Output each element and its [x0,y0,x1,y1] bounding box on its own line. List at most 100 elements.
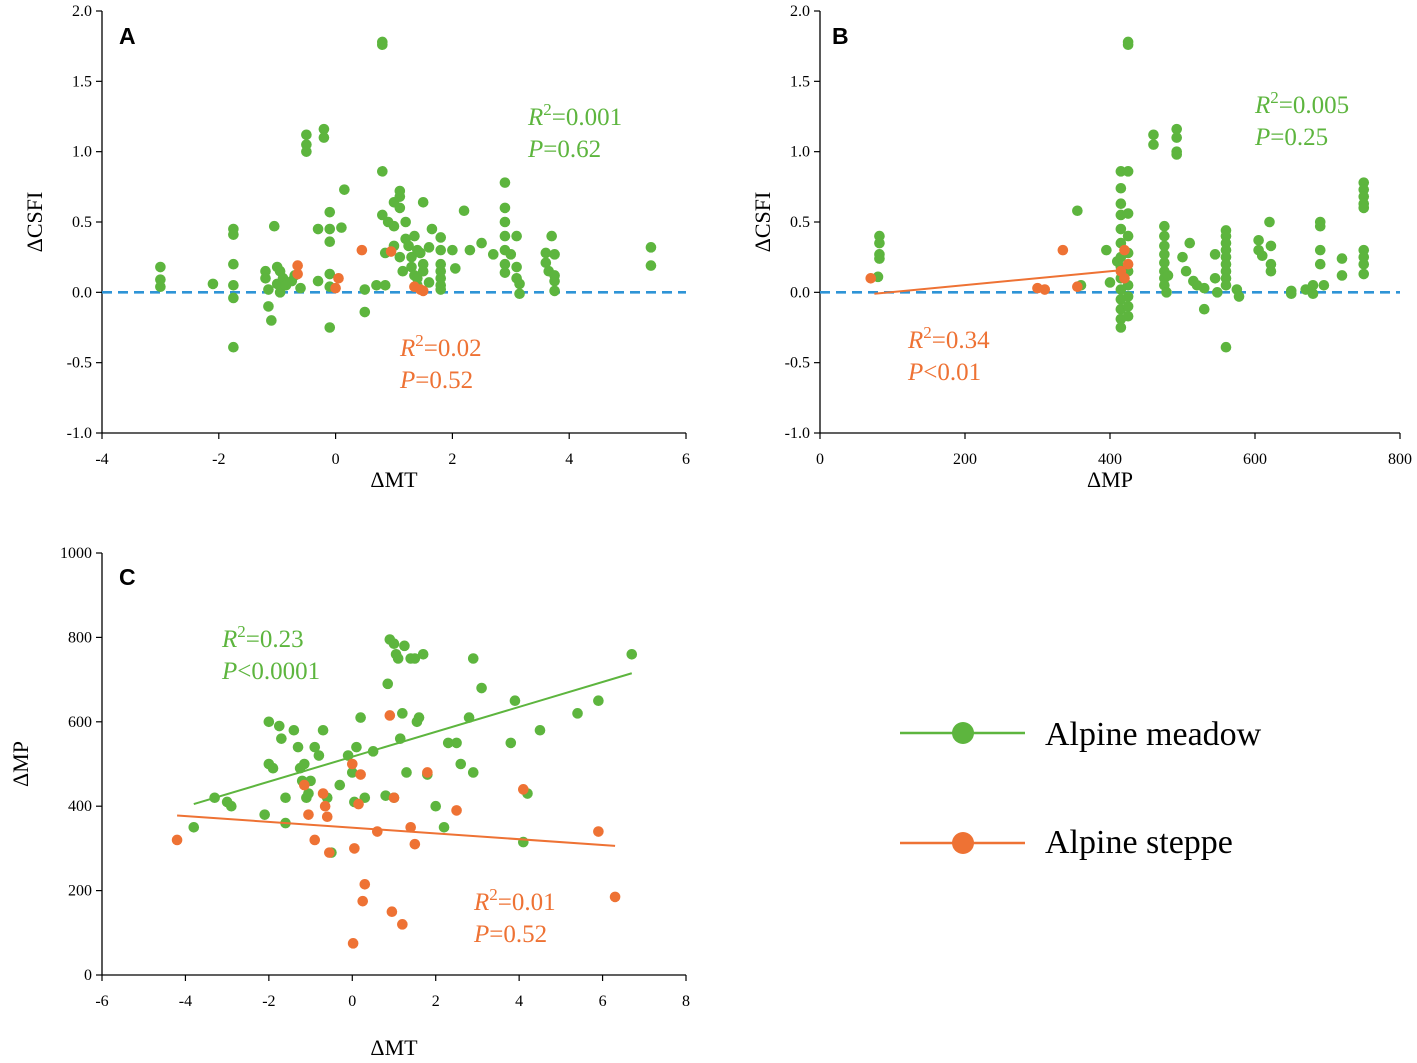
point-meadow-c [572,708,583,719]
panel-c: 0 200 400 600 800 1000 -6 -4 -2 0 2 4 6 8 ΔMT ΔMP C R2=0.… [8,545,690,1060]
point-steppe-c [321,811,333,823]
y-tick-label-c: 800 [68,629,92,646]
point-meadow-b [1209,249,1221,260]
x-tick-label-a: 4 [565,451,573,468]
point-meadow-a [549,275,560,287]
point-steppe-b [1119,272,1130,284]
point-meadow-c [467,767,479,778]
point-meadow-c [263,716,275,728]
point-meadow-b [1122,230,1134,242]
point-meadow-b [1115,223,1127,235]
p-annotation-meadow-a: P=0.62 [527,136,601,163]
point-meadow-a [155,281,166,293]
point-meadow-a [394,202,406,214]
point-meadow-a [435,244,447,256]
x-tick-label-a: -4 [95,451,108,468]
point-meadow-a [359,306,371,318]
point-meadow-b [1256,250,1268,262]
fit-line-meadow-c [193,672,633,806]
point-meadow-b [1212,287,1223,298]
point-meadow-b [1180,265,1192,277]
point-meadow-a [318,132,330,143]
x-tick-label-a: 2 [448,451,456,468]
point-steppe-c [309,834,321,846]
point-meadow-a [426,223,438,235]
point-meadow-c [397,708,408,719]
point-meadow-c [399,640,410,652]
point-steppe-a [356,244,368,256]
point-meadow-c [280,792,291,804]
point-meadow-b [1115,166,1127,177]
y-tick-label-a: 2.0 [72,3,92,20]
point-meadow-b [1159,220,1170,232]
point-meadow-a [435,284,447,295]
point-meadow-b [1336,270,1348,281]
fit-line-steppe-b [874,268,1125,295]
point-meadow-b [1159,240,1170,252]
point-steppe-c [409,838,421,850]
point-steppe-c [299,779,310,791]
point-meadow-b [1198,282,1210,294]
r2-annotation-meadow-b: R2=0.005 [1254,88,1349,119]
point-meadow-a [388,220,400,232]
point-meadow-a [263,301,274,312]
point-meadow-a [458,205,470,217]
x-tick-label-c: 6 [599,993,607,1010]
point-meadow-c [593,695,604,706]
point-steppe-c [422,767,433,778]
point-steppe-b [1039,284,1051,295]
x-tick-label-c: -2 [262,993,275,1010]
point-meadow-b [1161,287,1172,298]
x-axis-label-a: ΔMT [370,467,418,492]
y-tick-label-b: -0.5 [785,355,810,372]
point-meadow-a [540,257,552,269]
point-meadow-c [467,653,479,664]
point-meadow-a [450,263,461,274]
point-meadow-b [1101,244,1112,256]
point-meadow-a [394,251,406,263]
point-meadow-c [534,724,546,736]
point-meadow-b [1253,234,1264,246]
point-meadow-c [267,762,279,774]
y-tick-label-a: 0.0 [72,284,92,301]
point-meadow-c [401,767,412,778]
point-meadow-a [371,280,382,291]
point-meadow-b [1264,216,1275,228]
point-steppe-c [353,798,364,810]
point-meadow-a [339,184,350,195]
point-steppe-a [385,246,397,257]
point-meadow-a [499,267,511,278]
point-meadow-b [874,253,885,264]
legend-label-meadow: Alpine meadow [1045,716,1262,753]
x-tick-label-c: -6 [95,993,108,1010]
point-steppe-c [357,895,369,907]
point-meadow-a [549,249,560,260]
point-meadow-b [1159,249,1170,260]
point-meadow-b [1220,280,1232,291]
point-meadow-b [1358,202,1370,214]
legend-label-steppe: Alpine steppe [1045,824,1233,861]
point-meadow-a [228,229,239,240]
point-meadow-a [394,191,406,202]
point-meadow-b [1072,205,1083,217]
point-steppe-c [303,809,314,820]
point-meadow-a [379,280,391,291]
y-tick-label-b: -1.0 [785,425,810,442]
point-meadow-c [409,653,421,664]
point-meadow-a [645,242,657,253]
point-meadow-b [1115,322,1127,333]
point-steppe-b [865,272,877,284]
point-meadow-c [276,733,287,744]
point-meadow-a [499,230,511,242]
point-steppe-c [372,826,383,837]
point-meadow-b [1171,149,1182,160]
point-meadow-a [406,251,417,263]
point-meadow-a [417,197,429,208]
p-annotation-steppe-a: P=0.52 [399,367,473,394]
point-meadow-c [476,682,487,694]
point-meadow-a [324,206,336,218]
x-axis-label-c: ΔMT [370,1035,418,1060]
point-meadow-a [435,232,447,243]
point-meadow-a [228,292,239,304]
y-axis-label-b: ΔCSFI [750,192,775,253]
